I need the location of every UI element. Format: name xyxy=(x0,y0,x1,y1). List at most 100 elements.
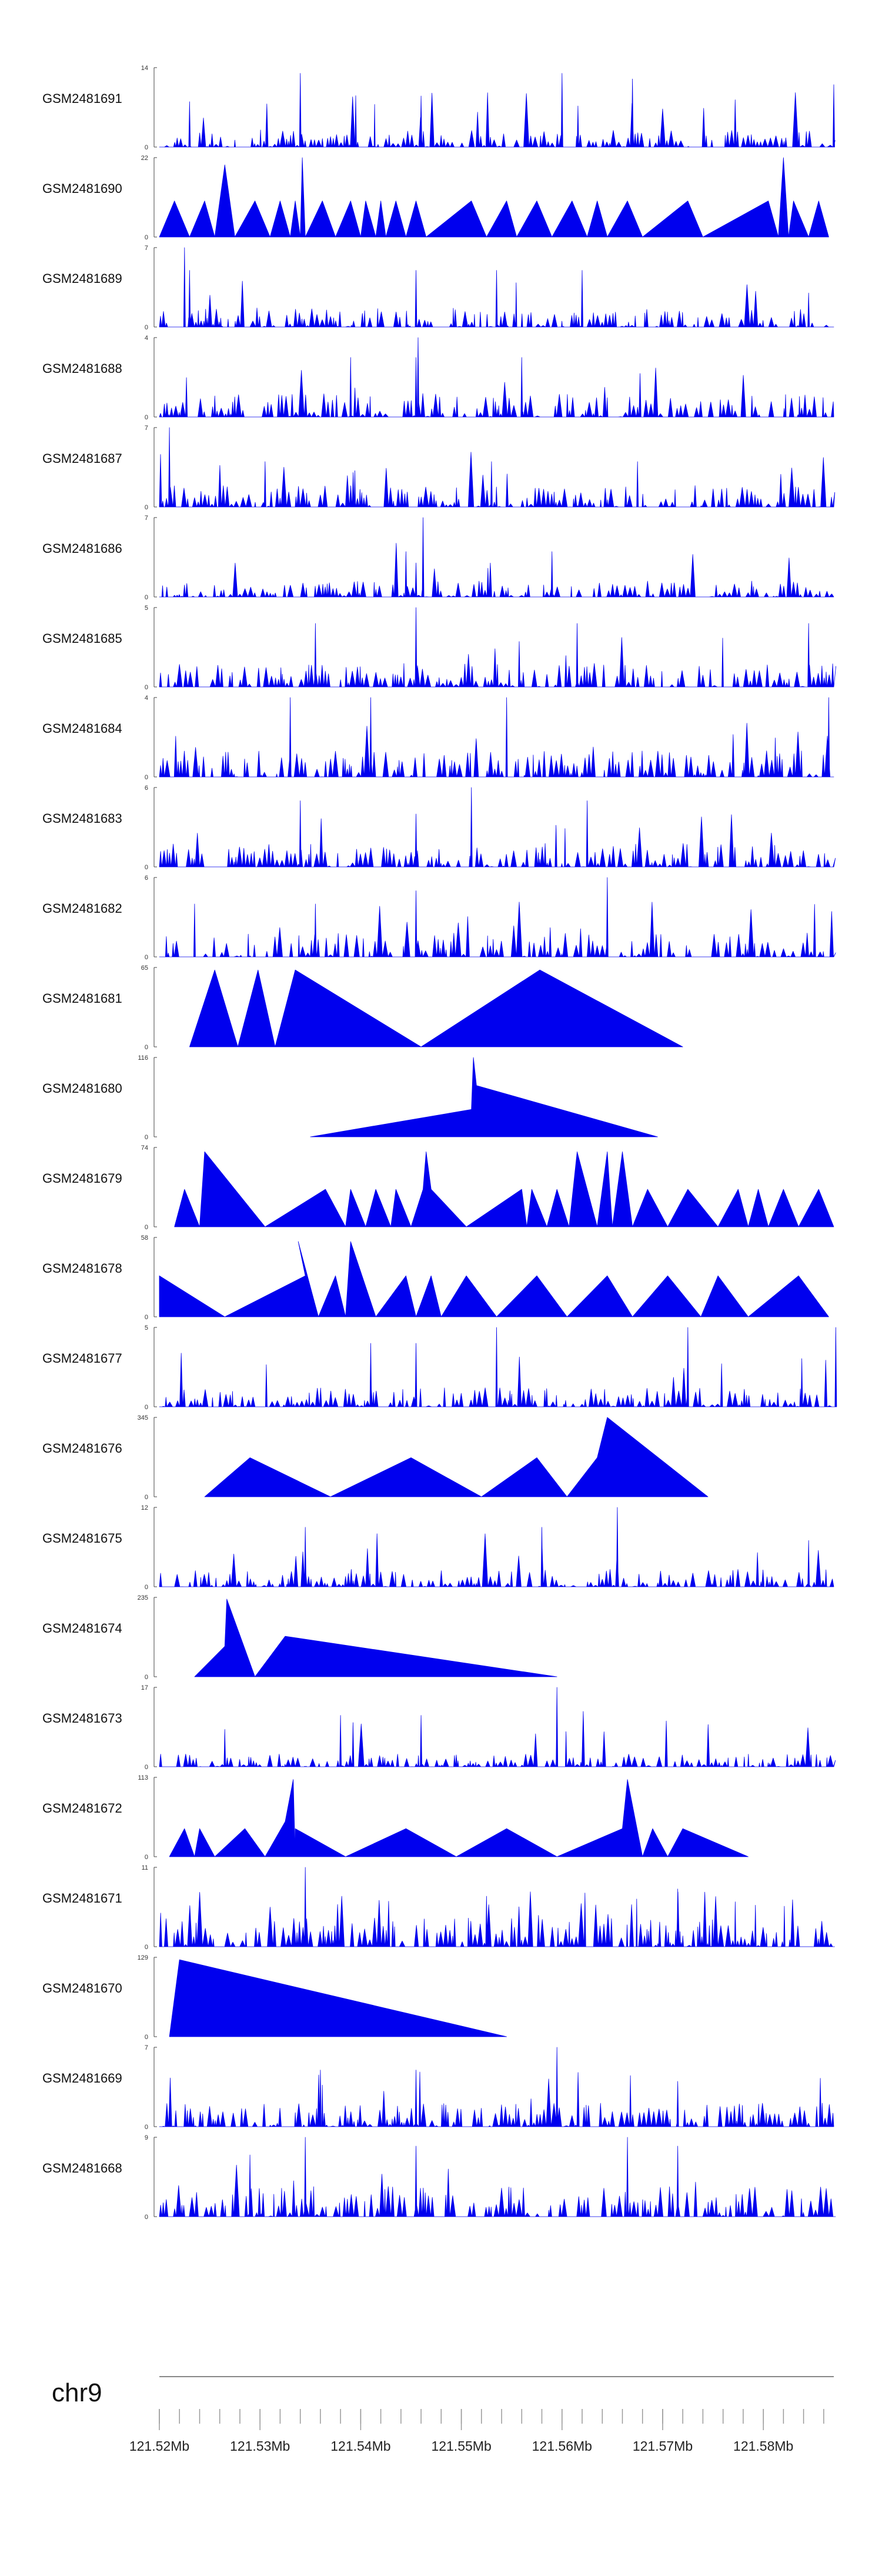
track-label: GSM2481676 xyxy=(42,1441,122,1456)
y-min-label: 0 xyxy=(145,954,148,961)
track-label: GSM2481681 xyxy=(42,991,122,1006)
track-GSM2481672: GSM2481672 113 0 xyxy=(42,1774,749,1861)
signal-area xyxy=(159,247,834,328)
y-max-label: 74 xyxy=(141,1144,148,1152)
y-min-label: 0 xyxy=(145,1584,148,1591)
track-label: GSM2481685 xyxy=(42,631,122,646)
track-label: GSM2481670 xyxy=(42,1981,122,1996)
track-label: GSM2481669 xyxy=(42,2071,122,2086)
track-label: GSM2481672 xyxy=(42,1801,122,1816)
tracks-group: GSM2481691140GSM2481690220GSM248168970GS… xyxy=(42,65,837,2221)
signal-area xyxy=(169,1959,507,2037)
signal-area xyxy=(159,427,836,508)
y-min-label: 0 xyxy=(145,234,148,241)
y-min-label: 0 xyxy=(145,1134,148,1141)
y-min-label: 0 xyxy=(145,2124,148,2131)
y-min-label: 0 xyxy=(145,144,148,151)
y-min-label: 0 xyxy=(145,504,148,511)
signal-area xyxy=(159,1687,836,1767)
y-min-label: 0 xyxy=(145,414,148,421)
track-GSM2481673: GSM2481673 17 0 xyxy=(42,1684,836,1771)
signal-area xyxy=(159,337,834,418)
track-label: GSM2481684 xyxy=(42,721,122,736)
y-max-label: 12 xyxy=(141,1504,148,1511)
track-GSM2481691: GSM2481691 14 0 xyxy=(42,65,836,151)
y-min-label: 0 xyxy=(145,1224,148,1231)
y-max-label: 4 xyxy=(145,335,148,342)
y-max-label: 113 xyxy=(138,1774,148,1781)
y-min-label: 0 xyxy=(145,1404,148,1411)
track-GSM2481690: GSM2481690 22 0 xyxy=(42,155,829,241)
track-label: GSM2481679 xyxy=(42,1171,122,1186)
y-max-label: 7 xyxy=(145,2044,148,2051)
track-GSM2481689: GSM2481689 7 0 xyxy=(42,245,834,331)
y-min-label: 0 xyxy=(145,2034,148,2041)
y-max-label: 5 xyxy=(145,605,148,612)
y-max-label: 65 xyxy=(141,965,148,972)
signal-area xyxy=(159,73,836,148)
track-GSM2481671: GSM2481671 11 0 xyxy=(42,1864,835,1951)
x-tick-label: 121.53Mb xyxy=(230,2438,290,2454)
track-label: GSM2481687 xyxy=(42,451,122,466)
signal-area xyxy=(159,607,836,688)
x-tick-label: 121.52Mb xyxy=(129,2438,189,2454)
y-min-label: 0 xyxy=(145,774,148,781)
signal-area xyxy=(194,1599,557,1677)
signal-area xyxy=(159,517,834,598)
track-GSM2481684: GSM2481684 4 0 xyxy=(42,695,834,781)
signal-area xyxy=(169,1779,749,1857)
y-min-label: 0 xyxy=(145,1044,148,1051)
y-max-label: 235 xyxy=(138,1594,148,1601)
y-min-label: 0 xyxy=(145,864,148,871)
signal-area xyxy=(159,877,836,957)
chromosome-label: chr9 xyxy=(52,2378,102,2407)
y-min-label: 0 xyxy=(145,1944,148,1951)
signal-area xyxy=(159,1507,834,1587)
tick-group: 121.52Mb 121.53Mb 121.54Mb 121.55Mb 121.56Mb… xyxy=(129,2409,824,2454)
signal-area xyxy=(174,1151,834,1227)
y-max-label: 345 xyxy=(138,1414,148,1422)
y-min-label: 0 xyxy=(145,1764,148,1771)
y-max-label: 116 xyxy=(138,1055,148,1062)
y-min-label: 0 xyxy=(145,594,148,601)
track-GSM2481668: GSM2481668 9 0 xyxy=(42,2134,836,2221)
track-GSM2481676: GSM2481676 345 0 xyxy=(42,1414,709,1501)
track-label: GSM2481673 xyxy=(42,1711,122,1726)
signal-area xyxy=(159,787,836,867)
track-GSM2481669: GSM2481669 7 0 xyxy=(42,2044,834,2131)
signal-area xyxy=(159,697,834,778)
signal-area xyxy=(159,2137,836,2217)
y-max-label: 7 xyxy=(145,425,148,432)
y-max-label: 11 xyxy=(142,1864,148,1871)
y-max-label: 22 xyxy=(141,155,148,162)
track-label: GSM2481668 xyxy=(42,2161,122,2175)
track-GSM2481680: GSM2481680 116 0 xyxy=(42,1055,658,1141)
track-GSM2481683: GSM2481683 6 0 xyxy=(42,785,836,871)
track-GSM2481685: GSM2481685 5 0 xyxy=(42,605,836,691)
track-GSM2481677: GSM2481677 5 0 xyxy=(42,1324,837,1411)
track-label: GSM2481690 xyxy=(42,181,122,196)
signal-area xyxy=(159,1241,829,1317)
track-label: GSM2481678 xyxy=(42,1261,122,1276)
x-tick-label: 121.54Mb xyxy=(330,2438,390,2454)
signal-area xyxy=(159,157,829,238)
track-label: GSM2481688 xyxy=(42,361,122,376)
signal-area xyxy=(310,1057,658,1137)
track-label: GSM2481674 xyxy=(42,1621,122,1636)
y-max-label: 6 xyxy=(145,875,148,882)
track-GSM2481670: GSM2481670 129 0 xyxy=(42,1954,507,2041)
track-GSM2481686: GSM2481686 7 0 xyxy=(42,515,834,601)
y-min-label: 0 xyxy=(145,684,148,691)
track-GSM2481688: GSM2481688 4 0 xyxy=(42,335,834,421)
track-label: GSM2481680 xyxy=(42,1081,122,1096)
track-label: GSM2481686 xyxy=(42,541,122,556)
y-max-label: 14 xyxy=(141,65,148,72)
track-GSM2481674: GSM2481674 235 0 xyxy=(42,1594,557,1681)
y-max-label: 58 xyxy=(141,1234,148,1242)
track-GSM2481687: GSM2481687 7 0 xyxy=(42,425,836,511)
y-min-label: 0 xyxy=(145,1854,148,1861)
x-tick-label: 121.56Mb xyxy=(532,2438,592,2454)
y-max-label: 5 xyxy=(145,1324,148,1332)
y-max-label: 129 xyxy=(138,1954,148,1961)
